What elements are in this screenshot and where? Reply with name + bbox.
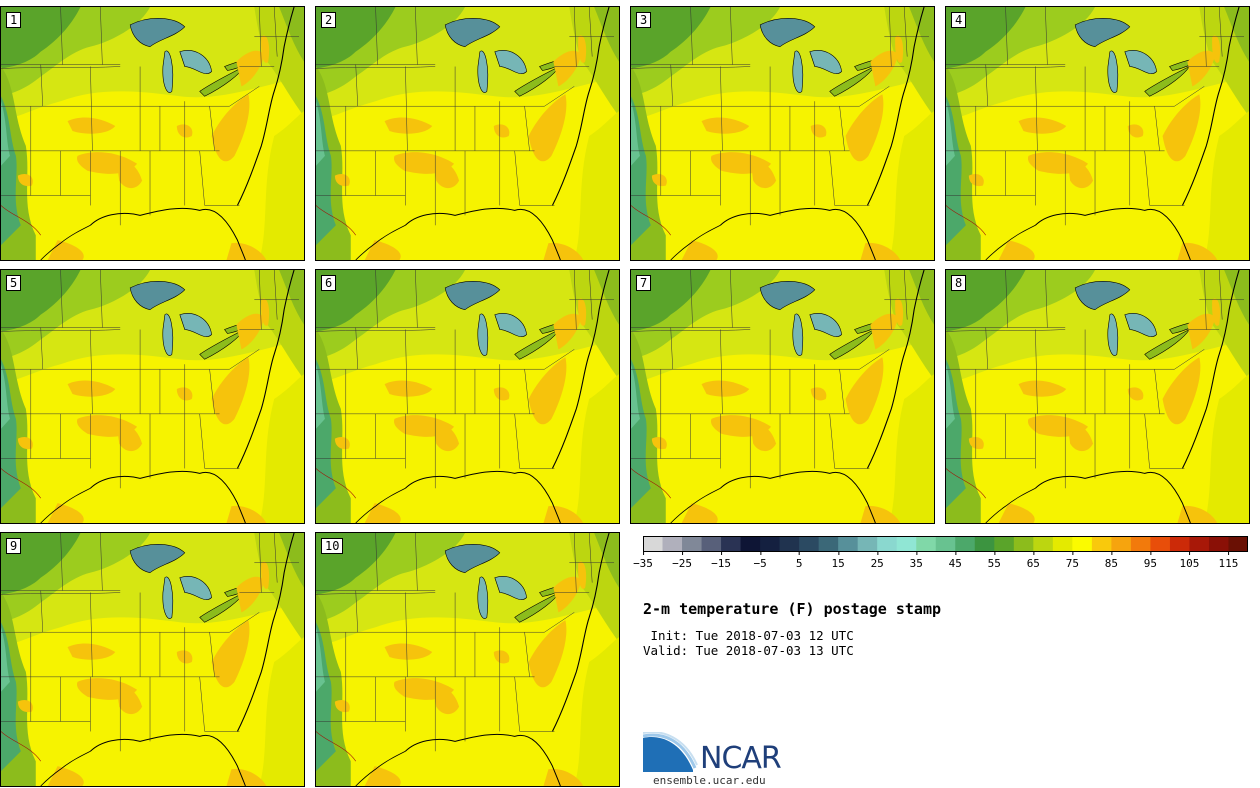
colorbar-swatch bbox=[896, 536, 917, 552]
member-label: 3 bbox=[636, 12, 652, 28]
colorbar-swatch bbox=[682, 536, 703, 552]
colorbar-tick-label: −25 bbox=[672, 552, 692, 570]
member-panel-2: 2 bbox=[315, 6, 620, 261]
member-panel-5: 5 bbox=[0, 269, 305, 524]
member-label: 6 bbox=[321, 275, 337, 291]
colorbar-tick-label: −5 bbox=[753, 552, 767, 570]
colorbar-swatch bbox=[1013, 536, 1034, 552]
colorbar-tick-label: 35 bbox=[910, 552, 923, 570]
temperature-map bbox=[316, 7, 619, 260]
valid-time: Valid: Tue 2018-07-03 13 UTC bbox=[643, 643, 854, 658]
colorbar-swatch bbox=[760, 536, 781, 552]
temperature-map bbox=[631, 7, 934, 260]
product-title: 2-m temperature (F) postage stamp bbox=[643, 600, 942, 618]
colorbar-swatch bbox=[1033, 536, 1054, 552]
colorbar-swatch bbox=[1169, 536, 1190, 552]
colorbar-tick-label: 85 bbox=[1105, 552, 1118, 570]
member-panel-9: 9 bbox=[0, 532, 305, 787]
temperature-map bbox=[1, 270, 304, 523]
colorbar-swatch bbox=[1072, 536, 1093, 552]
temperature-map bbox=[316, 270, 619, 523]
colorbar-swatch bbox=[701, 536, 722, 552]
colorbar-ticks: −35 −25 −15 −5 5 15 25 35 45 55 65 75 85 95 105 115 bbox=[633, 552, 1248, 572]
colorbar bbox=[643, 536, 1248, 552]
colorbar-tick-label: −15 bbox=[711, 552, 731, 570]
colorbar-swatch bbox=[779, 536, 800, 552]
colorbar-swatch bbox=[1130, 536, 1151, 552]
colorbar-swatch bbox=[838, 536, 859, 552]
colorbar-swatch bbox=[994, 536, 1015, 552]
colorbar-tick-label: 95 bbox=[1144, 552, 1157, 570]
logo-text: NCAR bbox=[700, 741, 782, 776]
member-label: 7 bbox=[636, 275, 652, 291]
member-panel-3: 3 bbox=[630, 6, 935, 261]
colorbar-swatch bbox=[935, 536, 956, 552]
colorbar-tick-label: 115 bbox=[1219, 552, 1238, 570]
member-label: 1 bbox=[6, 12, 22, 28]
colorbar-tick-label: −35 bbox=[633, 552, 653, 570]
colorbar-swatch bbox=[916, 536, 937, 552]
colorbar-swatch bbox=[818, 536, 839, 552]
colorbar-tick-label: 5 bbox=[796, 552, 802, 570]
colorbar-swatch bbox=[1111, 536, 1132, 552]
colorbar-swatch bbox=[974, 536, 995, 552]
member-panel-4: 4 bbox=[945, 6, 1250, 261]
site-url[interactable]: ensemble.ucar.edu bbox=[653, 774, 766, 787]
member-label: 9 bbox=[6, 538, 22, 554]
colorbar-swatch bbox=[740, 536, 761, 552]
colorbar-swatch bbox=[877, 536, 898, 552]
colorbar-swatch bbox=[662, 536, 683, 552]
colorbar-swatch bbox=[1228, 536, 1248, 552]
colorbar-swatch bbox=[1052, 536, 1073, 552]
member-panel-6: 6 bbox=[315, 269, 620, 524]
member-label: 8 bbox=[951, 275, 967, 291]
colorbar-tick-label: 55 bbox=[988, 552, 1001, 570]
colorbar-swatch bbox=[1208, 536, 1229, 552]
temperature-map bbox=[631, 270, 934, 523]
colorbar-swatch bbox=[799, 536, 820, 552]
colorbar-swatch bbox=[1189, 536, 1210, 552]
ncar-logo-icon bbox=[643, 732, 698, 772]
colorbar-tick-label: 45 bbox=[949, 552, 962, 570]
temperature-map bbox=[946, 270, 1249, 523]
colorbar-swatch bbox=[857, 536, 878, 552]
colorbar-tick-label: 25 bbox=[871, 552, 884, 570]
colorbar-tick-label: 105 bbox=[1180, 552, 1199, 570]
temperature-map bbox=[946, 7, 1249, 260]
colorbar-tick-label: 15 bbox=[832, 552, 845, 570]
member-panel-7: 7 bbox=[630, 269, 935, 524]
temperature-map bbox=[1, 533, 304, 786]
colorbar-swatch bbox=[1091, 536, 1112, 552]
member-panel-8: 8 bbox=[945, 269, 1250, 524]
member-label: 5 bbox=[6, 275, 22, 291]
member-panel-1: 1 bbox=[0, 6, 305, 261]
colorbar-swatch bbox=[955, 536, 976, 552]
init-time: Init: Tue 2018-07-03 12 UTC bbox=[643, 628, 854, 643]
temperature-map bbox=[1, 7, 304, 260]
member-panel-10: 10 bbox=[315, 532, 620, 787]
colorbar-tick-label: 65 bbox=[1027, 552, 1040, 570]
colorbar-tick-label: 75 bbox=[1066, 552, 1079, 570]
colorbar-swatch bbox=[1150, 536, 1171, 552]
member-label: 2 bbox=[321, 12, 337, 28]
temperature-map bbox=[316, 533, 619, 786]
member-label: 4 bbox=[951, 12, 967, 28]
colorbar-swatch bbox=[721, 536, 742, 552]
member-label: 10 bbox=[321, 538, 344, 554]
colorbar-swatch bbox=[643, 536, 664, 552]
